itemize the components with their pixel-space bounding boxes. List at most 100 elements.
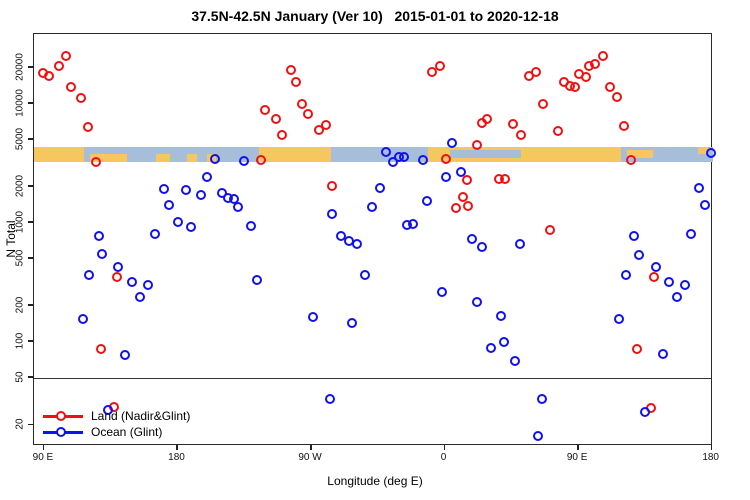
- data-point-land: [271, 114, 281, 125]
- data-point-ocean: [441, 171, 452, 182]
- data-point-land: [90, 156, 101, 167]
- y-axis-tick-label: 1000: [14, 210, 26, 234]
- reference-line-50: [34, 377, 711, 380]
- data-point-ocean: [367, 202, 378, 213]
- data-point-ocean: [672, 291, 683, 302]
- data-point-ocean: [93, 231, 104, 242]
- data-point-ocean: [327, 209, 338, 220]
- data-point-ocean: [134, 291, 145, 302]
- data-point-ocean: [158, 184, 169, 195]
- data-point-land: [605, 81, 616, 92]
- data-point-land: [581, 71, 592, 82]
- data-point-ocean: [217, 187, 227, 198]
- data-point-land: [83, 122, 93, 133]
- data-point-ocean: [680, 280, 691, 291]
- data-point-land: [303, 108, 314, 119]
- data-point-land: [291, 76, 302, 87]
- data-point-ocean: [614, 314, 625, 325]
- data-point-ocean: [126, 277, 137, 288]
- land-ocean-band-patch: [450, 150, 521, 159]
- x-axis-tick-label: 90 E: [32, 452, 54, 463]
- data-point-ocean: [325, 394, 336, 405]
- x-axis-tick-label: 90 W: [298, 452, 322, 463]
- data-point-ocean: [700, 199, 711, 210]
- legend-item-land: Land (Nadir&Glint): [43, 408, 190, 424]
- data-point-ocean: [112, 262, 123, 273]
- data-point-ocean: [83, 269, 94, 280]
- data-point-land: [649, 272, 660, 283]
- plot-area: [33, 33, 717, 445]
- y-axis-tick-label: 5000: [14, 127, 26, 150]
- y-axis-tick: [28, 304, 33, 306]
- ocean-marker-icon: [43, 427, 83, 437]
- data-point-ocean: [360, 269, 371, 280]
- data-point-land: [482, 114, 493, 125]
- data-point-ocean: [510, 355, 521, 366]
- land-ocean-band-patch: [156, 153, 170, 162]
- data-point-ocean: [102, 404, 113, 415]
- data-point-land: [612, 91, 623, 102]
- data-point-land: [327, 180, 338, 191]
- data-point-land: [516, 130, 527, 141]
- y-axis-tick: [28, 138, 33, 140]
- data-point-ocean: [664, 277, 675, 288]
- y-axis-tick: [28, 102, 33, 104]
- y-axis-tick: [28, 185, 33, 187]
- x-axis-tick: [577, 445, 579, 450]
- x-axis-tick: [310, 445, 312, 450]
- data-point-ocean: [119, 350, 130, 361]
- data-point-ocean: [686, 229, 697, 240]
- y-axis-tick-label: 100: [14, 332, 26, 350]
- data-point-land: [463, 200, 474, 211]
- y-axis-tick: [28, 376, 33, 378]
- x-axis-tick-label: 180: [168, 452, 185, 463]
- y-axis-tick: [28, 221, 33, 223]
- x-axis-tick-label: 90 E: [566, 452, 588, 463]
- data-point-ocean: [246, 220, 257, 231]
- data-point-ocean: [651, 262, 662, 273]
- data-point-land: [321, 119, 332, 130]
- data-point-ocean: [202, 171, 212, 182]
- data-point-ocean: [658, 348, 669, 359]
- y-axis-tick: [28, 257, 33, 259]
- data-point-ocean: [621, 269, 632, 280]
- data-point-ocean: [164, 199, 175, 210]
- data-point-ocean: [252, 275, 263, 286]
- y-axis-tick: [28, 340, 33, 342]
- data-point-ocean: [418, 154, 429, 165]
- data-point-ocean: [447, 137, 458, 148]
- legend-label-land: Land (Nadir&Glint): [91, 409, 191, 423]
- data-point-land: [435, 60, 446, 71]
- data-point-land: [427, 66, 438, 77]
- land-ocean-band-patch: [626, 150, 653, 159]
- data-point-land: [545, 225, 556, 236]
- x-axis-tick-label: 180: [702, 452, 719, 463]
- data-point-land: [462, 174, 473, 185]
- legend-item-ocean: Ocean (Glint): [43, 424, 190, 440]
- data-point-ocean: [477, 242, 488, 253]
- x-axis-tick: [176, 445, 178, 450]
- data-point-land: [590, 58, 601, 69]
- land-marker-icon: [43, 411, 83, 421]
- data-point-ocean: [172, 216, 183, 227]
- data-point-land: [60, 50, 71, 61]
- data-point-land: [43, 70, 54, 81]
- x-axis-tick-label: 0: [440, 452, 447, 463]
- land-ocean-band-segment: [258, 147, 331, 162]
- x-axis-tick: [710, 445, 713, 450]
- y-axis-tick-label: 2000: [14, 175, 26, 198]
- data-point-ocean: [180, 184, 191, 195]
- data-point-ocean: [77, 314, 88, 325]
- data-point-ocean: [496, 310, 507, 321]
- data-point-ocean: [96, 249, 107, 260]
- y-axis-tick-label: 20000: [14, 53, 26, 82]
- data-point-ocean: [640, 406, 651, 417]
- data-point-ocean: [437, 287, 448, 298]
- land-ocean-band-patch: [698, 147, 709, 155]
- data-point-ocean: [381, 146, 392, 157]
- legend-label-ocean: Ocean (Glint): [91, 425, 163, 439]
- data-point-land: [632, 344, 643, 355]
- data-point-land: [260, 104, 271, 115]
- x-axis-tick: [42, 445, 45, 450]
